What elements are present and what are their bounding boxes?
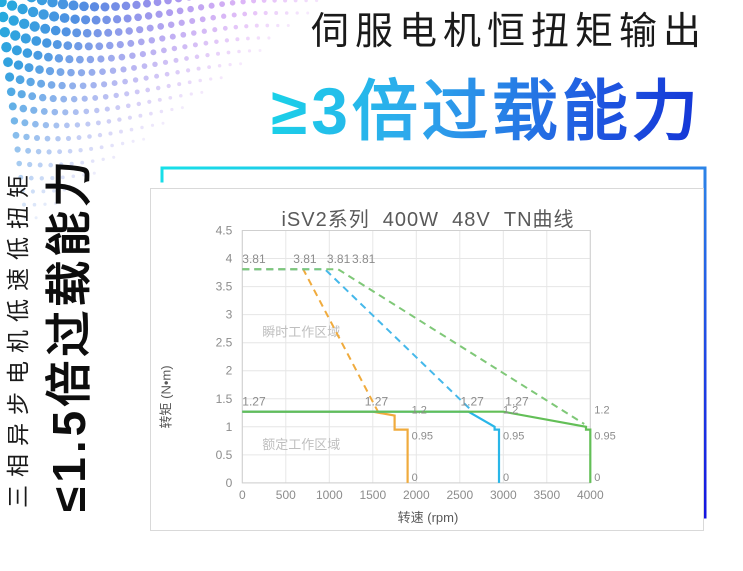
svg-text:0: 0 — [412, 472, 418, 484]
svg-text:1.2: 1.2 — [503, 405, 518, 417]
svg-text:1500: 1500 — [359, 488, 386, 502]
svg-text:0.95: 0.95 — [412, 431, 433, 443]
svg-text:1: 1 — [226, 420, 233, 434]
svg-text:0: 0 — [226, 476, 233, 490]
svg-text:1.27: 1.27 — [461, 395, 485, 409]
svg-text:1.2: 1.2 — [412, 405, 427, 417]
svg-text:1.2: 1.2 — [594, 405, 609, 417]
svg-text:2000: 2000 — [403, 488, 430, 502]
svg-text:3.81: 3.81 — [327, 252, 351, 266]
svg-text:3.5: 3.5 — [216, 280, 233, 294]
svg-text:0: 0 — [594, 472, 600, 484]
svg-text:2.5: 2.5 — [216, 336, 233, 350]
svg-text:3.81: 3.81 — [352, 252, 376, 266]
svg-text:4: 4 — [226, 252, 233, 266]
svg-text:3.81: 3.81 — [242, 252, 266, 266]
svg-text:2500: 2500 — [446, 488, 473, 502]
svg-text:1.5: 1.5 — [216, 392, 233, 406]
svg-text:4.5: 4.5 — [216, 224, 233, 238]
svg-text:瞬时工作区域: 瞬时工作区域 — [262, 325, 340, 340]
svg-text:2: 2 — [226, 364, 233, 378]
svg-text:0.95: 0.95 — [503, 431, 524, 443]
svg-text:0.5: 0.5 — [216, 448, 233, 462]
svg-text:0: 0 — [503, 472, 509, 484]
svg-text:额定工作区域: 额定工作区域 — [262, 437, 340, 452]
svg-text:1.27: 1.27 — [242, 395, 266, 409]
svg-text:1000: 1000 — [316, 488, 343, 502]
svg-text:500: 500 — [276, 488, 296, 502]
svg-text:0: 0 — [239, 488, 246, 502]
svg-text:0.95: 0.95 — [594, 431, 615, 443]
svg-text:3: 3 — [226, 308, 233, 322]
svg-text:1.27: 1.27 — [365, 395, 389, 409]
svg-text:4000: 4000 — [577, 488, 604, 502]
svg-text:3000: 3000 — [490, 488, 517, 502]
svg-text:3500: 3500 — [533, 488, 560, 502]
svg-text:3.81: 3.81 — [293, 252, 317, 266]
